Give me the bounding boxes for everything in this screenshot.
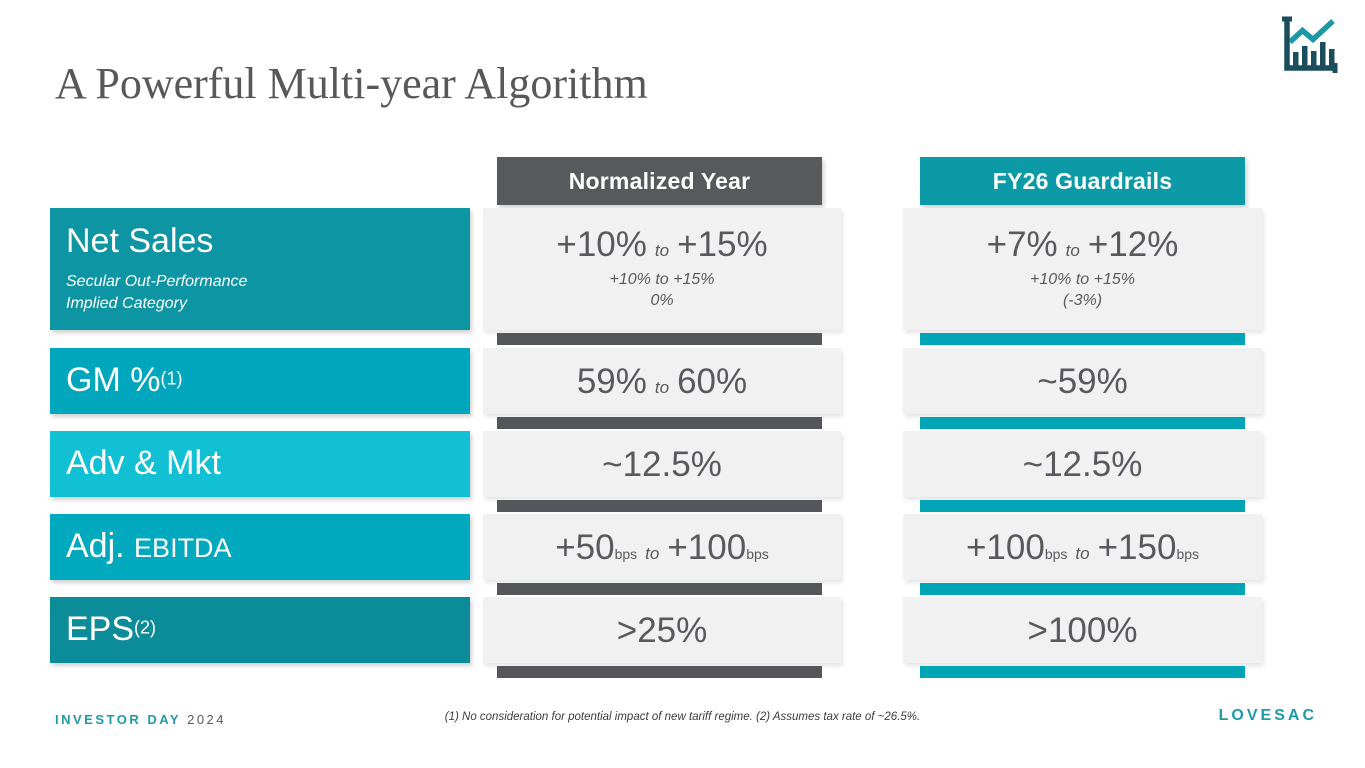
cell-fy26-net-sales: +7% to +12% +10% to +15% (-3%)	[903, 208, 1262, 330]
text-segment: +12%	[1087, 224, 1179, 264]
text-segment: EPS	[66, 610, 135, 649]
column-header-fy26-guardrails: FY26 Guardrails	[920, 157, 1245, 205]
cell-fy26-eps-2: >100%	[903, 597, 1262, 663]
bar-chart-trend-svg	[1282, 16, 1338, 73]
cell-fy26-adv-mkt: ~12.5%	[903, 431, 1262, 497]
accent-bar-normalized	[497, 333, 822, 345]
text-segment: +7%	[986, 224, 1058, 264]
text-segment: +100	[965, 527, 1045, 567]
row-label-text: Adv & Mkt	[66, 444, 470, 483]
cell-value: +10% to +15%	[556, 227, 767, 262]
text-segment: +150	[1097, 527, 1177, 567]
text-segment: to	[645, 543, 660, 563]
accent-bar-normalized	[497, 666, 822, 678]
text-segment: +100	[667, 527, 747, 567]
row-label-text: Net Sales	[66, 221, 470, 260]
row-label-gm-1: GM %(1)	[50, 348, 470, 414]
row-label-text: GM %(1)	[66, 361, 470, 400]
lovesac-logo: LOVESAC	[1218, 707, 1317, 724]
bar-chart-trend-icon	[1277, 13, 1341, 77]
slide-title: A Powerful Multi-year Algorithm	[55, 59, 648, 108]
cell-value: >25%	[617, 613, 708, 648]
cell-value: 59% to 60%	[577, 364, 747, 399]
accent-bar-fy26	[920, 583, 1245, 595]
accent-bar-fy26	[920, 417, 1245, 429]
row-label-net-sales: Net Sales Secular Out-Performance Implied …	[50, 208, 470, 330]
cell-normalized-net-sales: +10% to +15% +10% to +15% 0%	[483, 208, 841, 330]
accent-bar-fy26	[920, 500, 1245, 512]
text-segment: bps	[1044, 545, 1068, 562]
text-segment: GM %	[66, 361, 161, 400]
column-header-normalized-year: Normalized Year	[497, 157, 822, 205]
text-segment: +50	[555, 527, 615, 567]
cell-value: >100%	[1028, 613, 1138, 648]
text-segment: bps	[746, 545, 769, 562]
footer-event-brand: INVESTOR DAY 2024	[55, 712, 226, 727]
row-sublabel: Implied Category	[66, 294, 187, 312]
text-segment: (1)	[160, 368, 183, 389]
text-segment: Net Sales	[66, 221, 214, 260]
text-segment: bps	[1176, 545, 1200, 562]
cell-subtext: (-3%)	[1062, 291, 1103, 309]
text-segment: Adj.	[66, 527, 135, 566]
text-segment: to	[1065, 240, 1080, 260]
accent-bar-normalized	[497, 500, 822, 512]
row-label-text: Adj. EBITDA	[66, 527, 470, 566]
text-segment: to	[654, 240, 670, 260]
text-segment: >25%	[616, 610, 708, 650]
text-segment: bps	[614, 545, 638, 562]
cell-normalized-eps-2: >25%	[483, 597, 841, 663]
cell-normalized-gm-1: 59% to 60%	[483, 348, 841, 414]
cell-fy26-adj-ebitda: +100bps to +150bps	[903, 514, 1262, 580]
text-segment: (2)	[134, 617, 157, 638]
cell-fy26-gm-1: ~59%	[903, 348, 1262, 414]
text-segment: ~12.5%	[1022, 444, 1143, 484]
text-segment: ~12.5%	[602, 444, 722, 484]
accent-bar-normalized	[497, 417, 822, 429]
text-segment: ~59%	[1037, 361, 1128, 401]
cell-value: +50bps to +100bps	[555, 530, 769, 565]
cell-subtext: +10% to +15%	[1030, 270, 1135, 288]
row-label-adj-ebitda: Adj. EBITDA	[50, 514, 470, 580]
cell-value: +7% to +12%	[987, 227, 1179, 262]
cell-normalized-adj-ebitda: +50bps to +100bps	[483, 514, 841, 580]
text-segment: 60%	[677, 361, 748, 401]
row-label-text: EPS(2)	[66, 610, 470, 649]
cell-value: ~59%	[1037, 364, 1128, 399]
text-segment: +15%	[677, 224, 768, 264]
row-label-adv-mkt: Adv & Mkt	[50, 431, 470, 497]
accent-bar-normalized	[497, 583, 822, 595]
text-segment: >100%	[1027, 610, 1138, 650]
cell-value: ~12.5%	[1023, 447, 1143, 482]
cell-value: +100bps to +150bps	[966, 530, 1199, 565]
row-label-eps-2: EPS(2)	[50, 597, 470, 663]
investor-day-year: 2024	[187, 712, 227, 727]
row-sublabel: Secular Out-Performance	[66, 273, 248, 291]
cell-subtext: +10% to +15%	[609, 270, 715, 288]
cell-value: ~12.5%	[602, 447, 722, 482]
cell-subtext: 0%	[650, 291, 674, 309]
text-segment: to	[1075, 543, 1090, 563]
cell-normalized-adv-mkt: ~12.5%	[483, 431, 841, 497]
investor-day-label: INVESTOR DAY	[55, 712, 182, 727]
text-segment: to	[654, 377, 670, 397]
accent-bar-fy26	[920, 333, 1245, 345]
footnote-text: (1) No consideration for potential impac…	[444, 711, 921, 723]
text-segment: 59%	[576, 361, 647, 401]
text-segment: Adv & Mkt	[66, 444, 221, 483]
text-segment: +10%	[556, 224, 647, 264]
text-segment: EBITDA	[134, 533, 232, 564]
accent-bar-fy26	[920, 666, 1245, 678]
